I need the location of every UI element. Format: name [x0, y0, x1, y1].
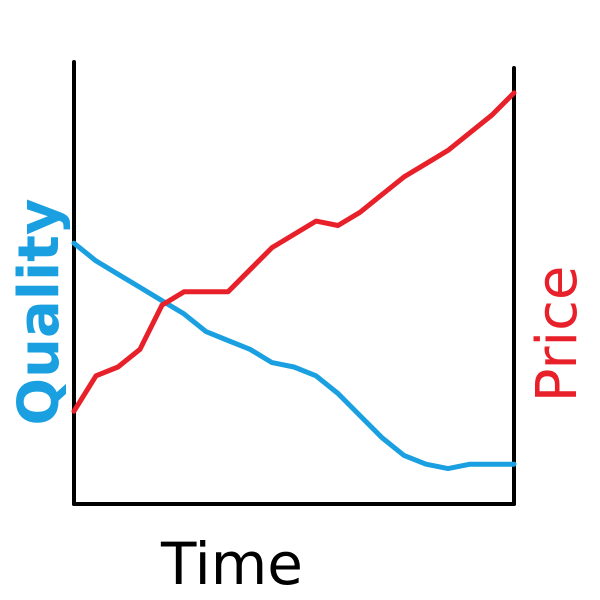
axes — [72, 60, 516, 506]
series-line-price — [71, 90, 517, 414]
left-y-axis-label: Quality — [7, 199, 72, 426]
series-layer — [71, 90, 517, 472]
x-axis-label: Time — [160, 530, 303, 598]
series-line-quality — [71, 240, 517, 472]
right-y-axis-label: Price — [525, 266, 590, 403]
